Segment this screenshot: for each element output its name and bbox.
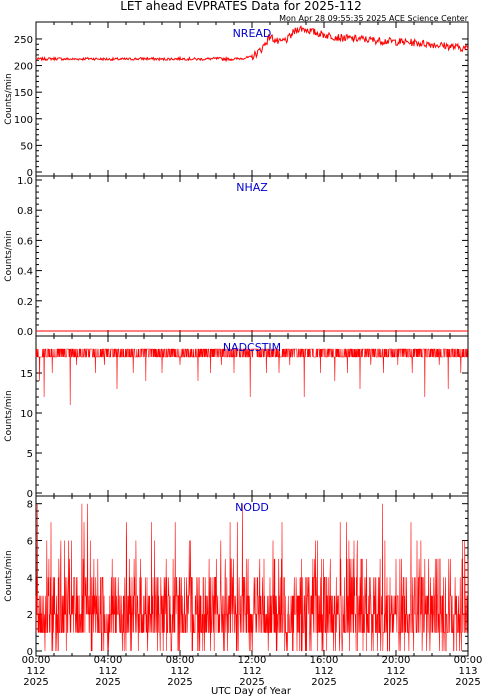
x-tick-labels: 00:00112202504:00112202508:00112202512:0…: [22, 655, 482, 688]
y-axis-label: Counts/min: [4, 550, 14, 601]
x-tick-time: 00:00: [454, 655, 482, 666]
y-tick-label: 6: [27, 537, 33, 548]
x-tick-time: 20:00: [382, 655, 411, 666]
panel-label-nodd: NODD: [235, 501, 269, 514]
x-tick-day: 113: [458, 666, 477, 677]
y-tick-label: 100: [14, 115, 33, 126]
y-tick-label: 0: [27, 489, 33, 500]
x-tick-time: 00:00: [22, 655, 51, 666]
panel-nhaz: 0.0 0.2 0.4 0.6 0.8 1.0 Counts/min NHAZ: [4, 175, 469, 338]
panel-frame: [35, 175, 469, 337]
y-tick-label: 15: [20, 369, 33, 380]
y-tick-label: 0.8: [17, 206, 33, 217]
y-tick-label: 150: [14, 88, 33, 99]
y-tick-label: 8: [27, 500, 33, 511]
x-tick-year: 2025: [239, 677, 264, 688]
series-line-nodd: [35, 503, 469, 652]
y-tick-label: 1.0: [17, 176, 33, 187]
x-tick-year: 2025: [95, 677, 120, 688]
series-line-nadcstim: [35, 348, 468, 406]
panel-frame: [35, 335, 469, 497]
y-tick-label: 0.0: [17, 327, 33, 338]
panel-label-nadcstim: NADCSTIM: [223, 341, 281, 354]
y-tick-label: 250: [14, 35, 33, 46]
y-axis-label: Counts/min: [4, 390, 14, 441]
x-tick-year: 2025: [383, 677, 408, 688]
x-tick-year: 2025: [311, 677, 336, 688]
y-tick-label: 50: [20, 141, 33, 152]
x-tick-year: 2025: [455, 677, 480, 688]
x-tick-time: 08:00: [166, 655, 195, 666]
x-tick-time: 04:00: [94, 655, 123, 666]
panel-nodd: 0 2 4 6 8 Counts/min NODD: [4, 495, 469, 658]
y-tick-label: 0: [27, 647, 33, 658]
panel-nread: 0 50 100 150 200 250 Counts/min NREAD: [4, 21, 469, 179]
x-axis-label: UTC Day of Year: [211, 686, 292, 697]
y-tick-label: 5: [27, 449, 33, 460]
y-tick-label: 0.2: [17, 297, 33, 308]
x-tick-day: 112: [242, 666, 261, 677]
panel-frame: [35, 21, 469, 177]
panel-label-nread: NREAD: [233, 27, 272, 40]
panels: 050100150200250Counts/minNREAD0.00.20.40…: [4, 21, 469, 658]
panel-nadcstim: 0 5 10 15 Counts/min NADCSTIM: [4, 335, 469, 500]
x-tick-day: 112: [26, 666, 45, 677]
y-tick-label: 200: [14, 62, 33, 73]
y-tick-label: 0.6: [17, 236, 33, 247]
panel-label-nhaz: NHAZ: [236, 181, 268, 194]
x-tick-time: 16:00: [310, 655, 339, 666]
x-tick-day: 112: [98, 666, 117, 677]
figure-title: LET ahead EVPRATES Data for 2025-112: [120, 0, 362, 13]
y-tick-label: 4: [27, 573, 33, 584]
x-tick-year: 2025: [167, 677, 192, 688]
series-line-nread: [35, 25, 469, 63]
x-tick-day: 112: [170, 666, 189, 677]
y-tick-label: 2: [27, 610, 33, 621]
x-tick-day: 112: [314, 666, 333, 677]
y-tick-label: 10: [20, 409, 33, 420]
x-tick-time: 12:00: [238, 655, 267, 666]
y-tick-label: 0.4: [17, 267, 33, 278]
timestamp-label: Mon Apr 28 09:55:35 2025 ACE Science Cen…: [279, 14, 469, 23]
y-axis-label: Counts/min: [4, 73, 14, 124]
y-axis-label: Counts/min: [4, 230, 14, 281]
x-tick-day: 112: [386, 666, 405, 677]
x-tick-year: 2025: [23, 677, 48, 688]
y-tick-label: 0: [27, 168, 33, 179]
